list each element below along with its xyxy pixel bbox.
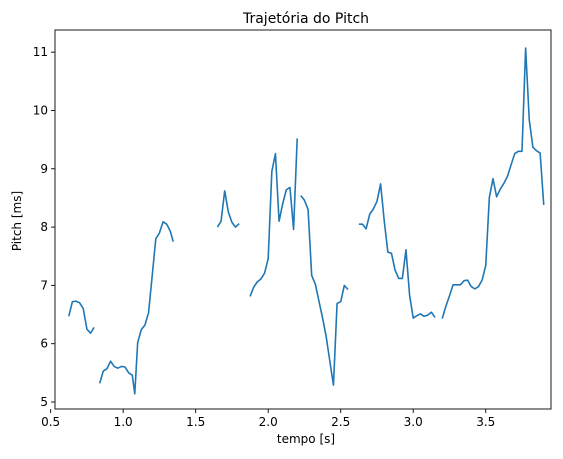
y-tick-label: 9 (40, 162, 48, 176)
y-tick-label: 6 (40, 337, 48, 351)
axes-layer: 0.5 1.0 1.5 2.0 2.5 3.0 3.5 5 6 7 8 9 10 11 (33, 29, 552, 429)
y-axis-label: Pitch [ms] (10, 191, 24, 251)
x-tick-label: 3.5 (476, 415, 495, 429)
series-line-segment (216, 190, 240, 228)
series-line-segment (441, 47, 545, 319)
series-line-segment (98, 221, 174, 395)
x-tick-label: 1.0 (114, 415, 133, 429)
x-tick-label: 1.5 (186, 415, 205, 429)
plot-background (55, 30, 551, 409)
axes-frame (54, 29, 552, 410)
x-tick-label: 3.0 (404, 415, 423, 429)
y-tick-label: 8 (40, 220, 48, 234)
x-tick-label: 2.5 (331, 415, 350, 429)
y-tick-label: 7 (40, 278, 48, 292)
series-line-segment (249, 138, 298, 297)
series-line-segment (300, 195, 349, 386)
y-tick-label: 11 (33, 45, 48, 59)
plot-area (55, 30, 551, 409)
x-axis-label: tempo [s] (277, 432, 335, 446)
x-tick-label: 2.0 (259, 415, 278, 429)
chart-title: Trajetória do Pitch (242, 11, 369, 27)
series-line-segment (358, 183, 436, 319)
x-tick-label: 0.5 (41, 415, 60, 429)
series-line-segment (68, 300, 95, 335)
series-layer (68, 47, 545, 395)
y-tick-label: 5 (40, 395, 48, 409)
y-tick-label: 10 (33, 103, 48, 117)
